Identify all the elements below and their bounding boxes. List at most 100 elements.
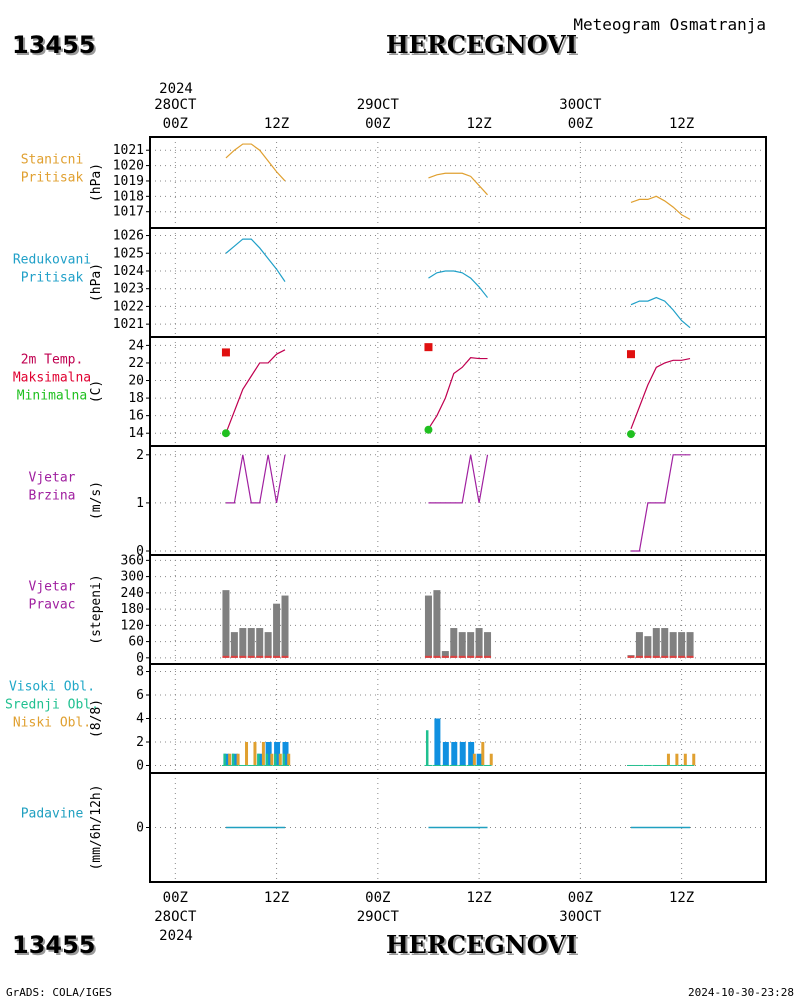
time-tick-bottom-hour: 00Z [568, 890, 593, 906]
wind-direction-bar [644, 636, 652, 658]
cloud-bar [278, 753, 282, 766]
panel-frame [149, 772, 767, 883]
station-id-bottom-shadow: 13455 [14, 933, 98, 961]
y-tick-label: 1 [136, 496, 144, 511]
y-tick-label: 0 [136, 821, 144, 836]
cloud-bar [236, 753, 240, 766]
year-label-bottom: 2024 [159, 928, 193, 944]
temp-min-marker [626, 430, 635, 439]
temp-min-marker [221, 429, 230, 438]
series-line [428, 172, 488, 196]
y-tick-label: 14 [128, 426, 144, 441]
year-label-top: 2024 [159, 81, 193, 97]
time-tick-top-hour: 00Z [568, 116, 593, 132]
wind-direction-bar [239, 628, 247, 658]
temp-min-marker [424, 425, 433, 434]
y-tick-label: 1025 [113, 246, 144, 261]
time-tick-top-date: 29OCT [357, 97, 400, 113]
series-line [225, 454, 286, 504]
cloud-bar [442, 741, 449, 766]
panel-unit: (mm/6h/12h) [89, 784, 104, 870]
wind-direction-bar [678, 632, 686, 658]
y-tick-label: 24 [128, 338, 144, 353]
y-tick-label: 120 [121, 618, 144, 633]
time-tick-bottom-hour: 12Z [466, 890, 491, 906]
y-tick-label: 180 [121, 602, 144, 617]
wind-direction-bar [661, 628, 669, 658]
footer-credit: GrADS: COLA/IGES [6, 986, 112, 999]
cloud-bar [287, 753, 291, 766]
cloud-bar [265, 753, 269, 766]
panel-temperature: 14 16 18 20 22 24 2m Temp. Maksimalna Minimalna(… [13, 336, 767, 447]
y-tick-label: 18 [128, 391, 144, 406]
time-tick-top-hour: 00Z [163, 116, 188, 132]
station-id-top-shadow: 13455 [14, 33, 98, 61]
panel-frame [149, 445, 767, 556]
y-tick-label: 1024 [113, 264, 144, 279]
temp-max-marker [221, 348, 230, 357]
panel-unit: (8/8) [89, 699, 104, 738]
y-tick-label: 1021 [113, 317, 144, 332]
y-tick-label: 1023 [113, 282, 144, 297]
panel-label: Visoki Obl. [9, 680, 95, 695]
y-tick-label: 0 [136, 544, 144, 559]
wind-direction-bar [467, 632, 475, 658]
panel-label: Vjetar [29, 580, 76, 595]
y-tick-label: 20 [128, 374, 144, 389]
cloud-bar [228, 753, 232, 766]
y-tick-label: 8 [136, 665, 144, 680]
cloud-bar [683, 753, 687, 766]
y-tick-label: 1026 [113, 229, 144, 244]
panel-unit: (hPa) [89, 163, 104, 202]
wind-direction-bar [441, 651, 449, 658]
time-tick-bottom-date: 30OCT [559, 909, 602, 925]
cloud-bar [692, 753, 696, 766]
wind-direction-bar [686, 632, 694, 658]
station-name-top-shadow: HERCEGNOVI [388, 32, 579, 61]
wind-direction-bar [669, 632, 677, 658]
series-line [428, 454, 489, 504]
panel-precipitation: 0 Padavine (mm/6h/12h) [21, 772, 767, 883]
panel-label: Minimalna [17, 389, 87, 404]
cloud-bar [245, 741, 249, 766]
panel-unit: (hPa) [89, 263, 104, 302]
cloud-bar [231, 753, 238, 766]
series-line [630, 454, 691, 552]
panel-label: Brzina [29, 489, 76, 504]
wind-direction-bar [222, 590, 230, 658]
panel-label: Stanicni [21, 153, 84, 168]
time-tick-top-date: 28OCT [154, 97, 197, 113]
wind-direction-bar [652, 628, 660, 658]
time-axis-top: 28OCT 00Z 12Z 29OCT 00Z 12Z 30OCT 00Z 12Z [154, 97, 694, 132]
series-line [630, 195, 691, 220]
y-tick-label: 360 [121, 553, 144, 568]
panel-label: Redukovani [13, 253, 91, 268]
series-line [427, 357, 488, 430]
panel-label: Vjetar [29, 471, 76, 486]
series-line [225, 238, 286, 282]
panel-label: Maksimalna [13, 371, 91, 386]
panel-unit: (m/s) [89, 481, 104, 520]
cloud-bar [282, 753, 286, 766]
panel-clouds: 0 2 4 6 8 Visoki Obl. Srednji Obl. Niski Obl.(8… [5, 663, 767, 774]
cloud-bar [274, 753, 277, 766]
series-line [428, 270, 489, 298]
wind-direction-bar [230, 632, 238, 658]
cloud-bar [253, 741, 257, 766]
wind-direction-bar [458, 632, 466, 658]
y-tick-label: 1021 [113, 143, 144, 158]
y-tick-label: 1019 [113, 174, 144, 189]
y-tick-label: 2 [136, 448, 144, 463]
y-tick-label: 16 [128, 409, 144, 424]
y-tick-label: 0 [136, 651, 144, 666]
series-line [225, 349, 286, 434]
wind-direction-bar [484, 632, 492, 658]
wind-direction-bar [273, 603, 281, 658]
cloud-bar [261, 741, 265, 766]
panel-label: Pritisak [21, 271, 84, 286]
cloud-bar [282, 741, 289, 766]
time-tick-top-hour: 00Z [365, 116, 390, 132]
temp-max-marker [424, 343, 433, 352]
